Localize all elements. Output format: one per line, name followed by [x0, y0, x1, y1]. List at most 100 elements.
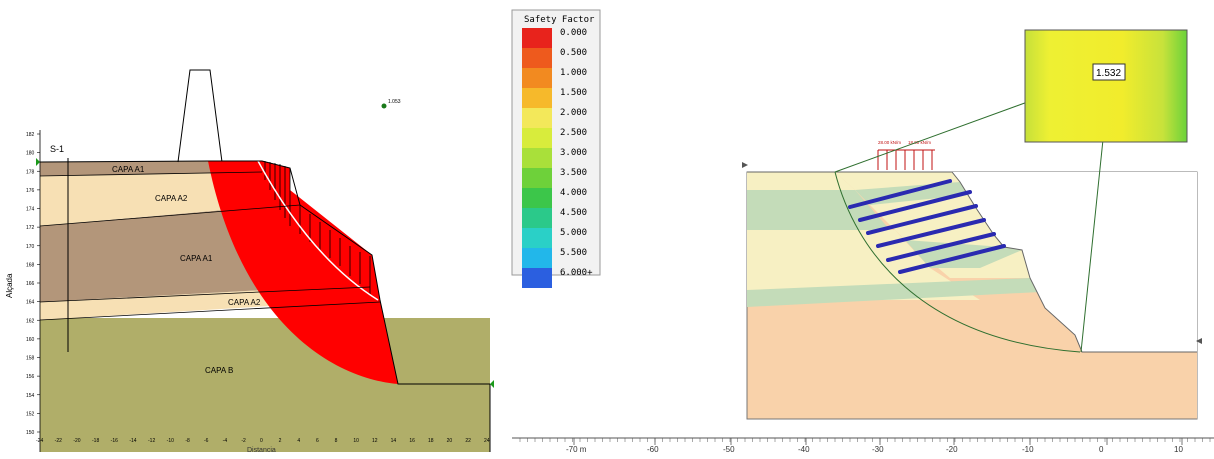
failure-mass [208, 161, 398, 384]
y-tick-label: 156 [26, 374, 35, 380]
ruler-tick-label: -50 [723, 445, 735, 454]
slip-circle-white [257, 160, 379, 301]
ruler-tick-label: -30 [872, 445, 884, 454]
x-tick-label: -8 [185, 438, 190, 444]
legend-item-label: 1.000 [560, 68, 587, 78]
left-boundary-marker [36, 158, 40, 166]
legend-item-label: 2.500 [560, 128, 587, 138]
legend-swatch [522, 28, 552, 48]
legend-item-label: 0.000 [560, 28, 587, 38]
x-tick-label: 22 [465, 438, 471, 444]
slope-section-drawing: S-1 1.053 CAPA A1 CAPA A2 CAPA A1 CAPA A… [5, 69, 494, 454]
x-axis-label: Distancia [247, 447, 276, 454]
left-boundary-marker [742, 162, 748, 168]
model-section: 28.00 kN/m 18.00 kN/m [742, 71, 1202, 420]
x-tick-label: -14 [129, 438, 136, 444]
y-tick-label: 170 [26, 244, 35, 250]
load-label-2: 18.00 kN/m [908, 140, 931, 145]
right-boundary-marker [490, 380, 494, 388]
legend-swatch [522, 168, 552, 188]
legend-item-label: 6.000+ [560, 268, 593, 278]
legend-item-label: 0.500 [560, 48, 587, 58]
x-tick-label: 20 [447, 438, 453, 444]
y-tick-label: 166 [26, 281, 35, 287]
ground-below-toe [398, 384, 490, 452]
y-tick-label: 180 [26, 151, 35, 157]
legend-swatch [522, 108, 552, 128]
x-tick-label: -24 [36, 438, 43, 444]
embankment-outline [177, 69, 223, 163]
legend-swatch [522, 68, 552, 88]
safety-factor-drawing: Safety Factor 0.000 0.500 1.000 1.500 2.000 2… [511, 9, 1214, 454]
y-tick-label: 162 [26, 318, 35, 324]
analysis-point [381, 103, 387, 109]
legend-item-label: 5.500 [560, 248, 587, 258]
x-tick-label: -10 [167, 438, 174, 444]
x-tick-label: 4 [297, 438, 300, 444]
label-capa-b: CAPA B [205, 366, 233, 375]
x-tick-label: 16 [409, 438, 415, 444]
load-label-1: 28.00 kN/m [878, 140, 901, 145]
legend-swatch [522, 48, 552, 68]
x-tick-label: 12 [372, 438, 378, 444]
x-tick-label: 24 [484, 438, 490, 444]
legend-item-label: 4.000 [560, 188, 587, 198]
x-tick-label: 18 [428, 438, 434, 444]
ruler-tick-label: -20 [946, 445, 958, 454]
legend-item-label: 2.000 [560, 108, 587, 118]
y-tick-label: 158 [26, 356, 35, 362]
x-tick-label: -4 [223, 438, 228, 444]
ruler-tick-label: -40 [798, 445, 810, 454]
slope-section-panel: S-1 1.053 CAPA A1 CAPA A2 CAPA A1 CAPA A… [0, 0, 505, 454]
legend-swatch [522, 208, 552, 228]
legend-swatch [522, 268, 552, 288]
y-tick-label: 164 [26, 300, 35, 306]
legend-swatch [522, 128, 552, 148]
legend-item-label: 5.000 [560, 228, 587, 238]
legend-swatch [522, 228, 552, 248]
label-capa-a2-upper: CAPA A2 [155, 194, 188, 203]
borehole-label: S-1 [50, 144, 64, 154]
y-tick-label: 172 [26, 225, 35, 231]
y-tick-label: 176 [26, 188, 35, 194]
soil-anchors [848, 179, 1006, 274]
y-tick-label: 178 [26, 169, 35, 175]
x-tick-label: -12 [148, 438, 155, 444]
y-tick-label: 160 [26, 337, 35, 343]
legend-swatch [522, 188, 552, 208]
right-boundary-marker [1196, 338, 1202, 344]
safety-factor-panel: Safety Factor 0.000 0.500 1.000 1.500 2.000 2… [510, 0, 1214, 454]
ruler-tick-label: 10 [1174, 445, 1183, 454]
legend-swatch [522, 248, 552, 268]
analysis-point-label: 1.053 [388, 99, 401, 105]
x-tick-label: -22 [55, 438, 62, 444]
y-tick-label: 168 [26, 262, 35, 268]
legend-item-label: 3.500 [560, 168, 587, 178]
x-tick-label: 2 [279, 438, 282, 444]
y-tick-label: 152 [26, 411, 35, 417]
critical-slip-circle [834, 171, 1081, 353]
y-tick-label: 150 [26, 430, 35, 436]
bottom-ruler: -70 m -60 -50 -40 -30 -20 -10 0 10 [512, 437, 1214, 454]
label-capa-a1-top: CAPA A1 [112, 165, 145, 174]
legend-title: Safety Factor [524, 15, 595, 25]
x-tick-label: -16 [111, 438, 118, 444]
safety-factor-value: 1.532 [1096, 68, 1121, 79]
x-tick-label: -2 [241, 438, 246, 444]
label-capa-a1-mid: CAPA A1 [180, 254, 213, 263]
ruler-tick-label: -60 [647, 445, 659, 454]
legend-item-label: 1.500 [560, 88, 587, 98]
label-capa-a2-lower: CAPA A2 [228, 298, 261, 307]
y-axis-ticks: 150 152 154 156 158 160 162 164 166 168 170 172 174 1… [26, 132, 40, 436]
y-tick-label: 182 [26, 132, 35, 138]
slice-hatching [264, 161, 371, 294]
y-axis-label: Alçada [5, 273, 14, 298]
x-tick-label: -20 [73, 438, 80, 444]
distributed-loads [877, 149, 935, 170]
legend-swatch [522, 88, 552, 108]
x-tick-label: 0 [260, 438, 263, 444]
safety-factor-legend: Safety Factor 0.000 0.500 1.000 1.500 2.000 2… [511, 9, 601, 288]
legend-item-label: 3.000 [560, 148, 587, 158]
ruler-tick-label: -70 m [566, 445, 587, 454]
legend-item-label: 4.500 [560, 208, 587, 218]
